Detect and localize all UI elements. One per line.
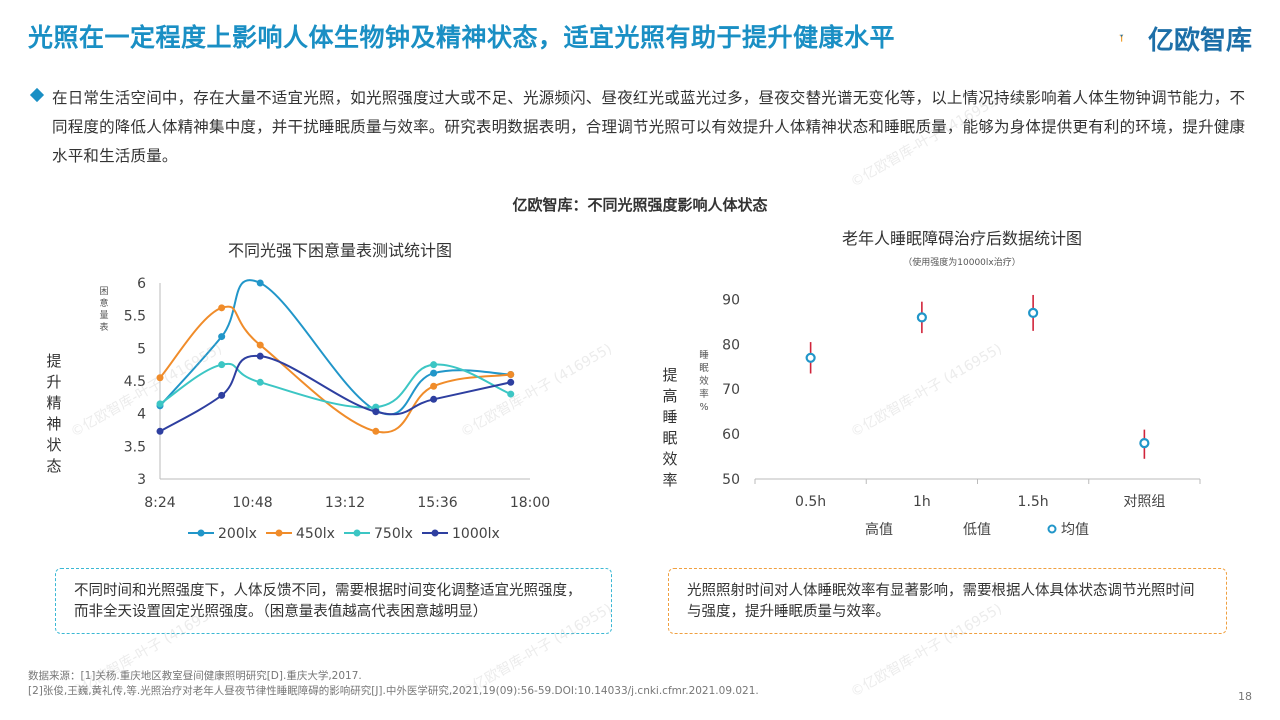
x-tick-label: 15:36 xyxy=(417,495,457,511)
mean-marker xyxy=(1139,437,1150,449)
side-label-char: 高 xyxy=(662,387,677,405)
legend-swatch-dot xyxy=(197,529,205,537)
legend-label-mean: 均值 xyxy=(1061,522,1089,538)
side-label-char: 率 xyxy=(662,471,677,489)
legend-label: 1000lx xyxy=(452,526,500,542)
y-axis-label-char: % xyxy=(699,402,708,413)
y-tick-label: 50 xyxy=(722,472,740,488)
y-axis-label-char: 意 xyxy=(99,297,108,309)
footnote-source-1: 数据来源：[1]关杨.重庆地区教室昼间健康照明研究[D].重庆大学,2017. xyxy=(28,670,362,682)
data-point-200lx xyxy=(430,369,438,377)
y-tick-label: 90 xyxy=(722,292,740,308)
x-tick-label: 8:24 xyxy=(144,495,176,511)
data-point-450lx xyxy=(507,370,515,378)
intro-bullet: 在日常生活空间中，存在大量不适宜光照，如光照强度过大或不足、光源频闪、昼夜红光或… xyxy=(29,84,1255,171)
mean-marker xyxy=(916,312,927,323)
y-tick-label: 5 xyxy=(137,341,146,357)
data-point-750lx xyxy=(256,378,264,386)
intro-text: 在日常生活空间中，存在大量不适宜光照，如光照强度过大或不足、光源频闪、昼夜红光或… xyxy=(52,89,1246,165)
data-point-1000lx xyxy=(507,378,515,386)
note-left: 不同时间和光照强度下，人体反馈不同，需要根据时间变化调整适宜光照强度，而非全天设… xyxy=(55,568,612,634)
mean-marker xyxy=(1028,307,1039,319)
mean-marker xyxy=(805,352,816,363)
y-axis-label-char: 率 xyxy=(699,388,709,400)
page-number: 18 xyxy=(1238,690,1252,703)
data-point-1000lx xyxy=(372,408,380,416)
legend-label: 450lx xyxy=(296,526,335,542)
sleep-efficiency-chart: 老年人睡眠障碍治疗后数据统计图（使用强度为10000lx治疗）提高睡眠效率睡眠效… xyxy=(662,229,1201,538)
section-title: 亿欧智库：不同光照强度影响人体状态 xyxy=(512,196,768,214)
y-axis-label-char: 量 xyxy=(99,310,108,321)
data-point-750lx xyxy=(156,400,164,408)
footnote-source-2: [2]张俊,王巍,黄礼传,等.光照治疗对老年人昼夜节律性睡眠障碍的影响研究[J]… xyxy=(28,685,759,697)
data-point-450lx xyxy=(218,304,226,312)
side-label-char: 睡 xyxy=(662,408,677,426)
chart-title: 不同光强下困意量表测试统计图 xyxy=(228,241,452,260)
legend-label-low: 低值 xyxy=(963,522,991,538)
y-axis-label-char: 表 xyxy=(99,321,108,333)
x-tick-label: 1h xyxy=(913,494,931,510)
y-tick-label: 3.5 xyxy=(124,439,146,455)
chart-title: 老年人睡眠障碍治疗后数据统计图 xyxy=(842,229,1082,248)
data-point-450lx xyxy=(430,382,438,390)
page-title: 光照在一定程度上影响人体生物钟及精神状态，适宜光照有助于提升健康水平 xyxy=(28,23,896,52)
side-label-char: 精 xyxy=(46,394,61,412)
legend-swatch-dot xyxy=(275,529,283,537)
x-tick-label: 10:48 xyxy=(232,495,272,511)
legend-label: 200lx xyxy=(218,526,257,542)
data-point-1000lx xyxy=(256,352,264,360)
data-point-450lx xyxy=(156,374,164,382)
data-point-750lx xyxy=(218,361,226,369)
side-label-char: 效 xyxy=(662,450,677,468)
logo-text: 亿欧智库 xyxy=(1148,26,1253,56)
y-tick-label: 80 xyxy=(722,337,740,353)
y-axis-label-char: 效 xyxy=(699,375,709,387)
side-label-char: 升 xyxy=(46,373,61,391)
legend-label-high: 高值 xyxy=(865,521,893,538)
data-point-1000lx xyxy=(218,391,226,399)
data-point-450lx xyxy=(372,427,380,435)
data-point-1000lx xyxy=(156,427,164,435)
side-label-char: 态 xyxy=(46,457,61,475)
y-tick-label: 4 xyxy=(137,407,146,423)
side-label-char: 提 xyxy=(46,352,61,370)
side-label-char: 状 xyxy=(46,436,61,454)
side-label-char: 神 xyxy=(46,415,61,433)
data-point-450lx xyxy=(256,341,264,349)
logo-mark-icon xyxy=(1118,34,1124,42)
note-right: 光照照射时间对人体睡眠效率有显著影响，需要根据人体具体状态调节光照时间与强度，提… xyxy=(668,568,1227,634)
x-tick-label: 0.5h xyxy=(795,494,826,510)
y-tick-label: 60 xyxy=(722,427,740,443)
legend-swatch-dot xyxy=(431,529,439,537)
data-point-750lx xyxy=(430,361,438,369)
y-tick-label: 6 xyxy=(137,276,146,292)
legend-swatch-dot xyxy=(353,529,361,537)
x-tick-label: 18:00 xyxy=(510,495,550,511)
legend-mean-icon xyxy=(1047,524,1057,534)
legend-label: 750lx xyxy=(374,526,413,542)
x-tick-label: 1.5h xyxy=(1018,494,1049,510)
data-point-200lx xyxy=(218,333,226,341)
x-tick-label: 13:12 xyxy=(325,495,365,511)
y-axis-label-char: 困 xyxy=(99,286,108,297)
x-tick-label: 对照组 xyxy=(1123,494,1165,510)
diamond-bullet-icon xyxy=(29,87,45,103)
side-label-char: 提 xyxy=(662,366,677,384)
data-point-200lx xyxy=(256,279,264,287)
side-label-char: 眠 xyxy=(662,429,677,447)
y-tick-label: 4.5 xyxy=(124,374,146,390)
y-axis-label-char: 睡 xyxy=(699,349,709,361)
chart-subtitle: （使用强度为10000lx治疗） xyxy=(903,256,1020,268)
y-tick-label: 70 xyxy=(722,382,740,398)
y-axis-label-char: 眠 xyxy=(699,363,709,374)
y-tick-label: 3 xyxy=(137,472,146,488)
data-point-1000lx xyxy=(430,395,438,403)
y-tick-label: 5.5 xyxy=(124,309,146,325)
data-point-750lx xyxy=(507,390,515,398)
